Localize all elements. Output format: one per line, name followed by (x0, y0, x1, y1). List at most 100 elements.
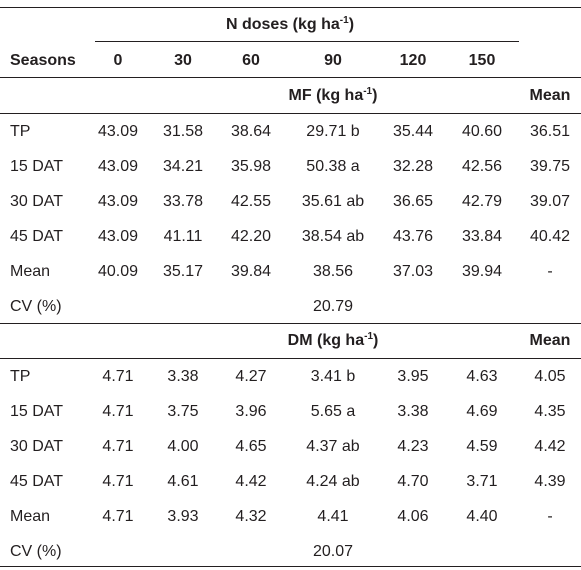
table-cell: 4.37 ab (306, 438, 360, 455)
table-cell: 35.17 (162, 263, 204, 280)
table-cell: 4.65 (235, 438, 267, 455)
table-cell: 4.71 (102, 508, 134, 525)
table-cell: 3.96 (235, 403, 267, 420)
table-cell: 4.27 (235, 368, 267, 385)
row-label: 30 DAT (10, 438, 64, 455)
table-cell: 3.41 b (310, 368, 356, 385)
row-mean: 4.42 (534, 438, 566, 455)
row-mean: - (547, 508, 553, 525)
row-mean: 40.42 (529, 228, 571, 245)
table-cell: 35.61 ab (301, 193, 365, 210)
table-cell: 33.78 (162, 193, 204, 210)
table-cell: 42.20 (230, 228, 272, 245)
table-cell: 32.28 (392, 158, 434, 175)
row-mean: 39.07 (529, 193, 571, 210)
table-cell: 42.79 (461, 193, 503, 210)
row-label: 45 DAT (10, 473, 64, 490)
table-cell: 38.56 (312, 263, 354, 280)
table-cell: 4.32 (235, 508, 267, 525)
table-cell: 37.03 (392, 263, 434, 280)
table-cell: 34.21 (162, 158, 204, 175)
table-cell: 42.55 (230, 193, 272, 210)
table-cell: 43.09 (97, 123, 139, 140)
section-title: MF (kg ha-1) (288, 86, 378, 105)
table-cell: 3.71 (466, 473, 498, 490)
table-bottom-rule (0, 566, 581, 567)
row-mean: 36.51 (529, 123, 571, 140)
section-mean-header: Mean (529, 87, 571, 104)
table-cell: 3.95 (397, 368, 429, 385)
table-cell: 4.42 (235, 473, 267, 490)
cv-value: 20.79 (312, 298, 354, 315)
table-cell: 4.00 (167, 438, 199, 455)
table-top-rule (0, 7, 581, 8)
table-cell: 42.56 (461, 158, 503, 175)
table-cell: 40.09 (97, 263, 139, 280)
dose-group-title: N doses (kg ha-1) (225, 15, 355, 34)
table-cell: 41.11 (163, 228, 203, 245)
table-cell: 35.98 (230, 158, 272, 175)
row-mean: - (547, 263, 553, 280)
section-mean-header: Mean (529, 332, 571, 349)
row-mean: 39.75 (529, 158, 571, 175)
table-cell: 38.64 (230, 123, 272, 140)
cropped-caption-fragment (0, 0, 200, 6)
table-cell: 4.69 (466, 403, 498, 420)
table-cell: 4.71 (102, 403, 134, 420)
row-mean: 4.39 (534, 473, 566, 490)
row-label: Mean (10, 263, 51, 280)
table-cell: 36.65 (392, 193, 434, 210)
table-cell: 39.94 (461, 263, 503, 280)
row-label: Mean (10, 508, 51, 525)
table-cell: 4.61 (167, 473, 199, 490)
row-label: TP (10, 368, 31, 385)
header-bottom-rule (0, 77, 581, 78)
cv-label: CV (%) (10, 543, 62, 560)
dose-header: 90 (324, 52, 342, 69)
section-title: DM (kg ha-1) (287, 331, 379, 350)
table-cell: 4.71 (102, 438, 134, 455)
dose-header: 30 (174, 52, 192, 69)
dose-group-underline (95, 41, 519, 42)
dose-header: 0 (113, 52, 123, 69)
mf-section-end-rule (0, 323, 581, 324)
row-mean: 4.05 (534, 368, 566, 385)
row-label: 30 DAT (10, 193, 64, 210)
table-cell: 31.58 (162, 123, 204, 140)
table-cell: 3.38 (167, 368, 199, 385)
table-cell: 5.65 a (310, 403, 356, 420)
cv-label: CV (%) (10, 298, 62, 315)
table-cell: 4.71 (102, 473, 134, 490)
table-cell: 43.76 (392, 228, 434, 245)
table-cell: 43.09 (97, 228, 139, 245)
table-cell: 39.84 (230, 263, 272, 280)
table-cell: 3.38 (397, 403, 429, 420)
dose-header: 60 (242, 52, 260, 69)
cv-value: 20.07 (312, 543, 354, 560)
row-label: 15 DAT (10, 403, 64, 420)
seasons-header: Seasons (10, 52, 76, 69)
dm-section-rule (0, 358, 581, 359)
table-cell: 33.84 (461, 228, 503, 245)
table-cell: 4.23 (397, 438, 429, 455)
row-label: TP (10, 123, 31, 140)
table-cell: 4.63 (466, 368, 498, 385)
row-label: 45 DAT (10, 228, 64, 245)
table-cell: 50.38 a (306, 158, 360, 175)
table-cell: 43.09 (97, 158, 139, 175)
dose-header: 150 (468, 52, 496, 69)
table-cell: 4.41 (317, 508, 349, 525)
mf-section-rule (0, 113, 581, 114)
table-cell: 40.60 (461, 123, 503, 140)
table-cell: 4.59 (466, 438, 498, 455)
table-cell: 4.40 (466, 508, 498, 525)
row-label: 15 DAT (10, 158, 64, 175)
table-cell: 38.54 ab (301, 228, 365, 245)
table-cell: 29.71 b (306, 123, 360, 140)
table-cell: 4.06 (397, 508, 429, 525)
table-cell: 43.09 (97, 193, 139, 210)
table-cell: 4.24 ab (306, 473, 360, 490)
dose-header: 120 (399, 52, 427, 69)
table-cell: 4.71 (102, 368, 134, 385)
